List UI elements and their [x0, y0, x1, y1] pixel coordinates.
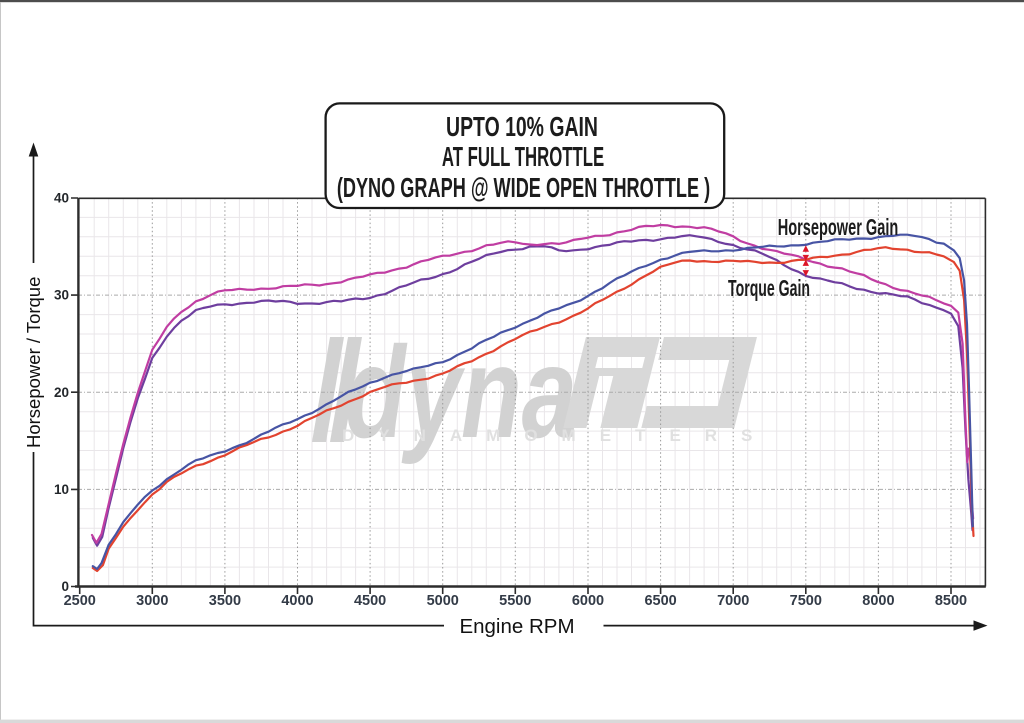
svg-text:7500: 7500 — [790, 593, 822, 609]
svg-text:30: 30 — [54, 288, 69, 303]
svg-text:AT FULL THROTTLE: AT FULL THROTTLE — [442, 141, 604, 172]
svg-text:6000: 6000 — [572, 593, 604, 609]
svg-text:5000: 5000 — [427, 593, 459, 609]
svg-text:DYNAMOMETERS: DYNAMOMETERS — [342, 426, 776, 445]
svg-text:8500: 8500 — [935, 593, 967, 609]
svg-text:3500: 3500 — [209, 593, 241, 609]
svg-text:Horsepower / Torque: Horsepower / Torque — [23, 277, 44, 448]
svg-text:6500: 6500 — [644, 593, 676, 609]
svg-text:20: 20 — [54, 385, 69, 400]
svg-text:4500: 4500 — [354, 593, 386, 609]
svg-text:UPTO 10% GAIN: UPTO 10% GAIN — [446, 112, 598, 143]
svg-text:4000: 4000 — [281, 593, 313, 609]
svg-text:(DYNO GRAPH @ WIDE OPEN THROTT: (DYNO GRAPH @ WIDE OPEN THROTTLE ) — [337, 172, 710, 203]
svg-text:40: 40 — [54, 191, 69, 206]
svg-text:Engine RPM: Engine RPM — [459, 615, 574, 638]
svg-text:0: 0 — [61, 579, 69, 594]
svg-text:10: 10 — [54, 482, 69, 497]
svg-text:Horsepower Gain: Horsepower Gain — [778, 215, 899, 241]
svg-text:Torque Gain: Torque Gain — [728, 275, 810, 302]
svg-text:5500: 5500 — [499, 593, 531, 609]
svg-text:8000: 8000 — [862, 593, 894, 609]
svg-text:3000: 3000 — [136, 593, 168, 609]
svg-text:7000: 7000 — [717, 593, 749, 609]
svg-text:2500: 2500 — [64, 593, 96, 609]
